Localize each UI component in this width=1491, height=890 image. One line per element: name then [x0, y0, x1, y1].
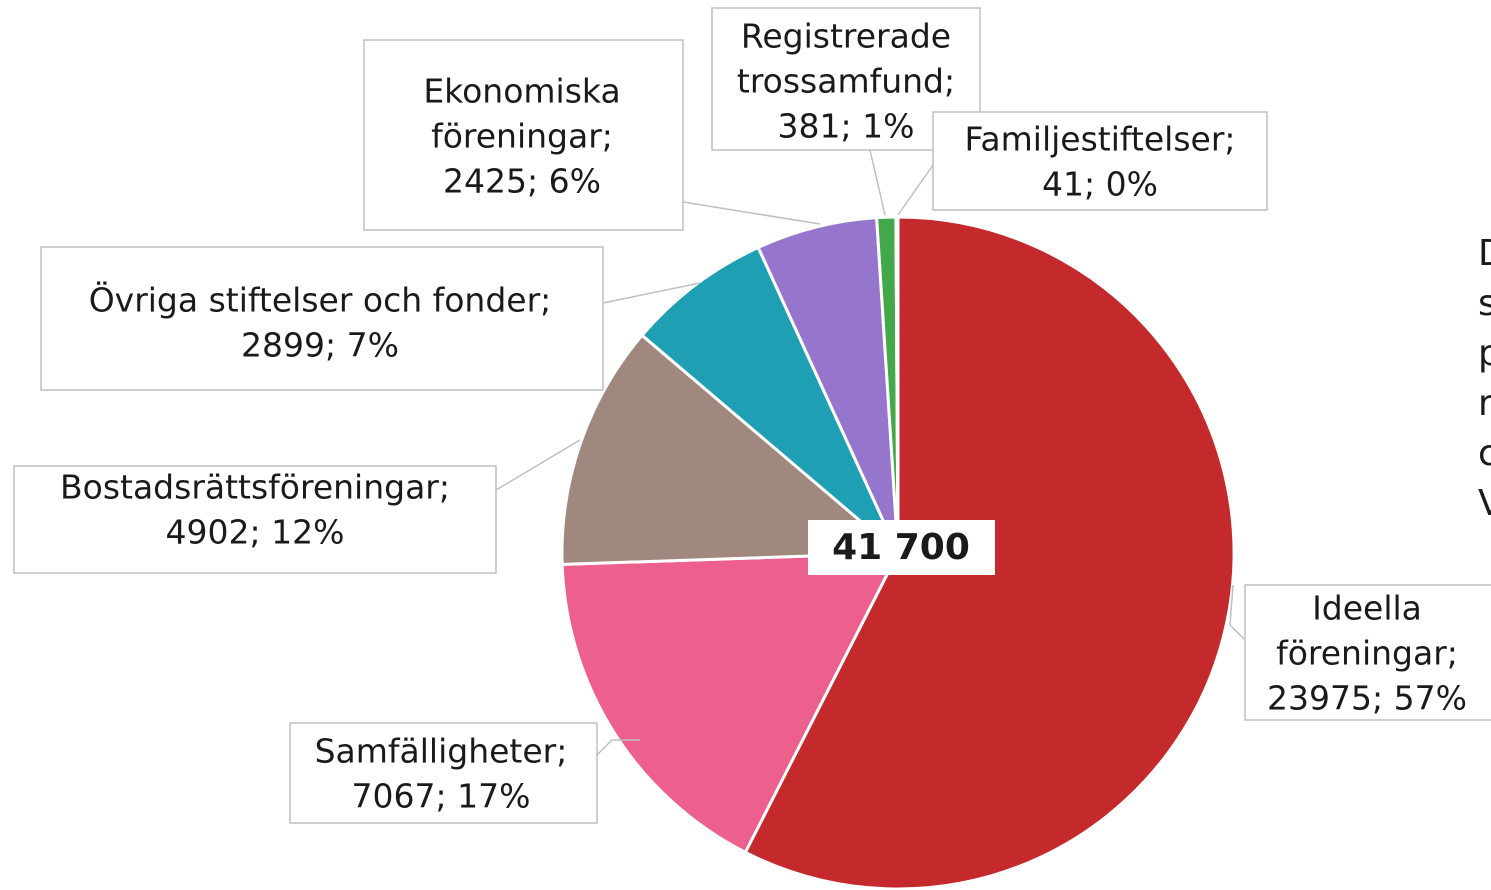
side-text: s: [1478, 283, 1491, 324]
data-label: Registrerade: [741, 17, 951, 56]
side-text: D: [1478, 233, 1491, 274]
pie-slice: [560, 333, 902, 566]
data-label: 7067; 17%: [352, 777, 531, 816]
leader-line: [869, 149, 886, 216]
side-text: p: [1478, 333, 1491, 374]
data-label: Samfälligheter;: [315, 732, 568, 771]
label-box: [1244, 584, 1491, 721]
label-box: [932, 111, 1268, 211]
leader-line: [596, 739, 640, 756]
data-label: Ekonomiska: [423, 72, 620, 111]
pie-slice: [756, 216, 900, 554]
data-label: Ideella: [1312, 589, 1422, 628]
side-text: c: [1478, 433, 1491, 474]
label-box: [363, 39, 684, 231]
pie-slice: [894, 215, 900, 554]
total-label: 41 700: [832, 527, 970, 568]
leader-line: [495, 439, 581, 491]
labels: Ideella föreningar; 23975; 57% Samfällighet…: [13, 7, 1491, 824]
leader-line: [602, 282, 701, 304]
total-box: [808, 520, 995, 575]
pie-slice: [639, 245, 900, 555]
data-label: Familjestiftelser;: [964, 120, 1235, 159]
side-text: V: [1478, 483, 1491, 524]
data-label: 2425; 6%: [443, 162, 601, 201]
data-label: 23975; 57%: [1267, 679, 1467, 718]
data-label: föreningar;: [1276, 634, 1458, 673]
data-label: Bostadsrättsföreningar;: [60, 468, 450, 507]
data-label: 4902; 12%: [166, 513, 345, 552]
data-label: 381; 1%: [778, 107, 915, 146]
label-box: [289, 722, 598, 824]
leader-line: [897, 164, 934, 216]
data-label: föreningar;: [431, 117, 613, 156]
label-box: [40, 246, 604, 391]
pie-slice: [560, 551, 901, 855]
data-label: Övriga stiftelser och fonder;: [89, 280, 552, 320]
data-label: 41; 0%: [1042, 165, 1158, 204]
label-box: [13, 465, 497, 574]
side-text: r: [1478, 383, 1491, 424]
leader-line: [682, 201, 821, 225]
leader-line: [1229, 584, 1246, 641]
data-label: 2899; 7%: [241, 326, 399, 365]
data-label: trossamfund;: [737, 62, 955, 101]
leader-lines: [495, 149, 1246, 756]
